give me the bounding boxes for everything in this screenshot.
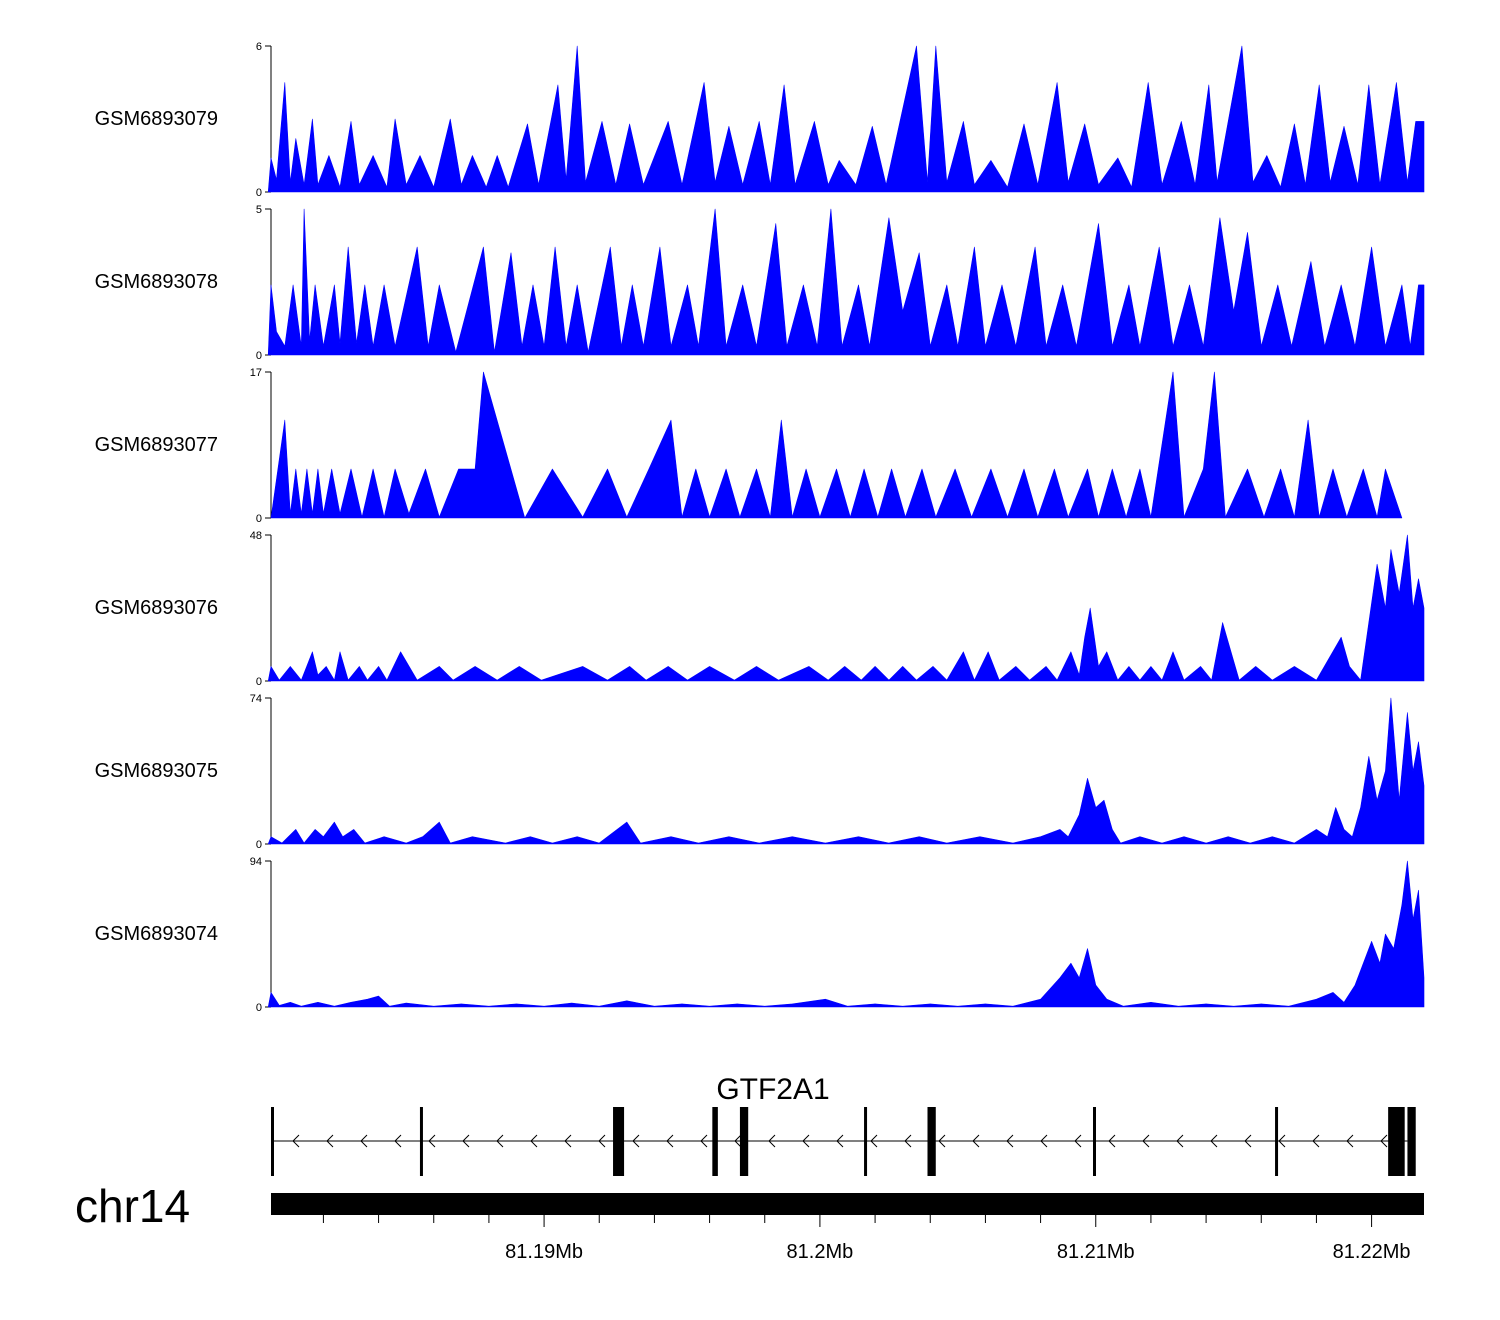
exon [927,1107,936,1176]
x-tick-label: 81.21Mb [1057,1241,1135,1263]
strand-arrow [1278,1134,1286,1148]
coverage-area [267,208,1425,356]
y-tick-label-min: 0 [256,513,262,525]
track-label: GSM6893075 [95,760,218,782]
track-GSM6893075: GSM6893075 74 0 [95,693,1425,851]
exon [712,1107,718,1176]
strand-arrow [1176,1134,1184,1148]
strand-arrow [904,1134,912,1148]
track-label: GSM6893077 [95,434,218,456]
strand-arrow [496,1134,504,1148]
strand-arrow [1210,1134,1218,1148]
track-GSM6893074: GSM6893074 94 0 [95,856,1425,1014]
y-tick-label-min: 0 [256,350,262,362]
strand-arrow [598,1134,606,1148]
strand-arrow [360,1134,368,1148]
track-GSM6893076: GSM6893076 48 0 [95,530,1425,688]
genome-axis: chr14 81.19Mb 81.2Mb 81.21Mb 81.22Mb [75,1180,1424,1263]
strand-arrow [394,1134,402,1148]
strand-arrow [1346,1134,1354,1148]
gene-model-GTF2A1: GTF2A1 [271,1073,1416,1176]
x-tick-label: 81.22Mb [1333,1241,1411,1263]
strand-arrow [326,1134,334,1148]
track-GSM6893077: GSM6893077 17 0 [95,367,1403,525]
strand-arrow [870,1134,878,1148]
chromosome-label: chr14 [75,1180,190,1232]
y-tick-label-max: 5 [256,204,262,216]
exon [864,1107,868,1176]
x-tick-label: 81.19Mb [505,1241,583,1263]
exon [1388,1107,1405,1176]
gene-label: GTF2A1 [716,1073,829,1106]
coverage-area [267,534,1425,682]
strand-arrow [462,1134,470,1148]
strand-arrow [768,1134,776,1148]
coverage-area [267,697,1425,845]
coverage-area [267,45,1425,193]
strand-arrow [292,1134,300,1148]
track-label: GSM6893076 [95,597,218,619]
strand-arrow [972,1134,980,1148]
strand-arrow [1380,1134,1388,1148]
strand-arrow [632,1134,640,1148]
track-GSM6893078: GSM6893078 5 0 [95,204,1425,362]
strand-arrow [1244,1134,1252,1148]
y-tick-label-max: 17 [250,367,262,379]
strand-arrow [836,1134,844,1148]
strand-arrow [1074,1134,1082,1148]
y-tick-label-min: 0 [256,187,262,199]
track-label: GSM6893079 [95,108,218,130]
strand-arrow [1312,1134,1320,1148]
exon [1407,1107,1416,1176]
strand-arrow [428,1134,436,1148]
y-tick-label-min: 0 [256,1002,262,1014]
strand-arrow [700,1134,708,1148]
exon [419,1107,423,1176]
strand-arrow [802,1134,810,1148]
track-GSM6893079: GSM6893079 6 0 [95,41,1425,199]
y-tick-label-max: 74 [250,693,262,705]
strand-arrow [1108,1134,1116,1148]
strand-arrow [734,1134,742,1148]
strand-arrow [1006,1134,1014,1148]
y-tick-label-max: 6 [256,41,262,53]
coverage-area [267,860,1425,1008]
coverage-tracks: GSM689307960GSM689307850GSM6893077170GSM… [95,41,1425,1014]
exon [271,1107,274,1176]
coverage-area [270,371,1403,519]
y-tick-label-max: 48 [250,530,262,542]
exon [739,1107,749,1176]
track-label: GSM6893078 [95,271,218,293]
strand-arrow [1040,1134,1048,1148]
track-label: GSM6893074 [95,923,218,945]
x-tick-label: 81.2Mb [787,1241,854,1263]
strand-arrow [564,1134,572,1148]
strand-arrow [530,1134,538,1148]
exon [1275,1107,1279,1176]
exon [613,1107,625,1176]
strand-arrow [666,1134,674,1148]
y-tick-label-max: 94 [250,856,262,868]
strand-arrow [1142,1134,1150,1148]
y-tick-label-min: 0 [256,839,262,851]
chromosome-bar [271,1193,1424,1215]
y-tick-label-min: 0 [256,676,262,688]
exon [1092,1107,1096,1176]
strand-arrow [938,1134,946,1148]
